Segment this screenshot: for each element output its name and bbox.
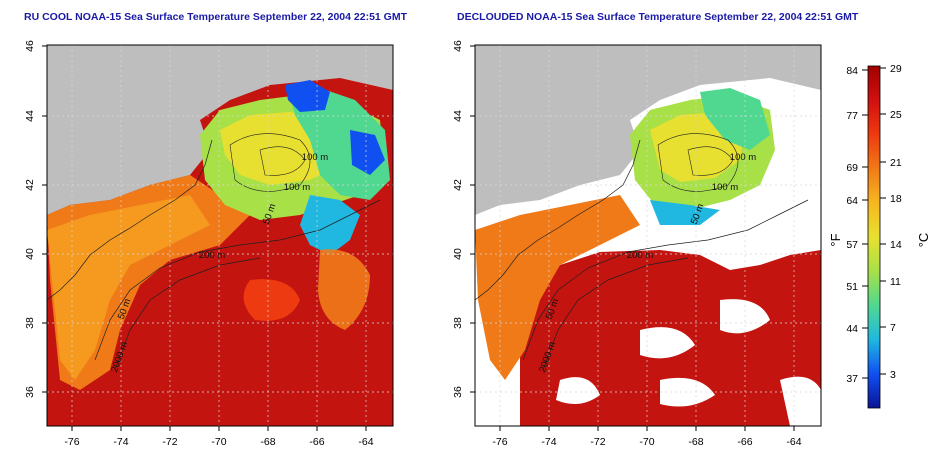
y-tick-label: 44: [452, 110, 464, 122]
colorbar: [867, 65, 881, 409]
contour-depth-label: 200 m: [199, 250, 225, 261]
y-tick-label: 38: [452, 317, 464, 329]
colorbar-fahrenheit-tick: 84: [846, 65, 858, 77]
colorbar-celsius-tick: 18: [890, 193, 902, 205]
x-tick-label: -66: [309, 436, 324, 448]
colorbar-celsius-tick: 7: [890, 322, 896, 334]
y-tick-label: 44: [24, 110, 36, 122]
left-map: [47, 45, 393, 426]
contour-depth-label: 200 m: [627, 250, 653, 261]
colorbar-fahrenheit-tick: 69: [846, 162, 858, 174]
x-tick-label: -66: [737, 436, 752, 448]
colorbar-fahrenheit-tick: 64: [846, 195, 858, 207]
colorbar-celsius-tick: 25: [890, 109, 902, 121]
y-tick-label: 36: [24, 386, 36, 398]
x-tick-label: -70: [211, 436, 226, 448]
x-tick-label: -64: [358, 436, 373, 448]
colorbar-fahrenheit-tick: 37: [846, 373, 858, 385]
right-map-title: DECLOUDED NOAA-15 Sea Surface Temperatur…: [457, 11, 859, 23]
x-tick-label: -76: [492, 436, 507, 448]
contour-depth-label: 100 m: [302, 152, 328, 163]
x-tick-label: -74: [541, 436, 556, 448]
x-tick-label: -68: [260, 436, 275, 448]
colorbar-celsius-tick: 14: [890, 239, 902, 251]
x-tick-label: -68: [688, 436, 703, 448]
x-tick-label: -64: [786, 436, 801, 448]
y-tick-label: 42: [24, 179, 36, 191]
colorbar-celsius-tick: 29: [890, 63, 902, 75]
colorbar-fahrenheit-tick: 77: [846, 110, 858, 122]
left-map-title: RU COOL NOAA-15 Sea Surface Temperature …: [24, 11, 408, 23]
y-tick-label: 46: [452, 40, 464, 52]
contour-depth-label: 100 m: [712, 182, 738, 193]
y-tick-label: 42: [452, 179, 464, 191]
colorbar-fahrenheit-tick: 57: [846, 239, 858, 251]
colorbar-fahrenheit-tick: 44: [846, 323, 858, 335]
x-tick-label: -74: [113, 436, 128, 448]
contour-depth-label: 100 m: [284, 182, 310, 193]
right-map: [475, 45, 821, 426]
right-map-frame: [474, 44, 822, 427]
contour-depth-label: 100 m: [730, 152, 756, 163]
colorbar-celsius-unit: °C: [916, 233, 931, 248]
colorbar-fahrenheit-unit: °F: [828, 233, 843, 246]
x-tick-label: -70: [639, 436, 654, 448]
right-map-axes: -76 -74 -72 -70 -68 -66 -64 46 44 42 40 38 36: [452, 40, 802, 448]
left-map-axes: -76 -74 -72 -70 -68 -66 -64 46 44 42 40 38 36: [24, 40, 374, 448]
y-tick-label: 36: [452, 386, 464, 398]
colorbar-celsius-tick: 3: [890, 369, 896, 381]
y-tick-label: 38: [24, 317, 36, 329]
x-tick-label: -72: [590, 436, 605, 448]
colorbar-celsius-tick: 11: [890, 276, 901, 288]
colorbar-ticks: 84 77 69 64 57 51 44 37 29 25 21 18 14 11 7 3: [846, 63, 902, 385]
colorbar-celsius-tick: 21: [890, 157, 902, 169]
left-map-frame: [46, 44, 394, 427]
y-tick-label: 46: [24, 40, 36, 52]
y-tick-label: 40: [452, 248, 464, 260]
colorbar-fahrenheit-tick: 51: [846, 281, 858, 293]
y-tick-label: 40: [24, 248, 36, 260]
x-tick-label: -76: [64, 436, 79, 448]
x-tick-label: -72: [162, 436, 177, 448]
